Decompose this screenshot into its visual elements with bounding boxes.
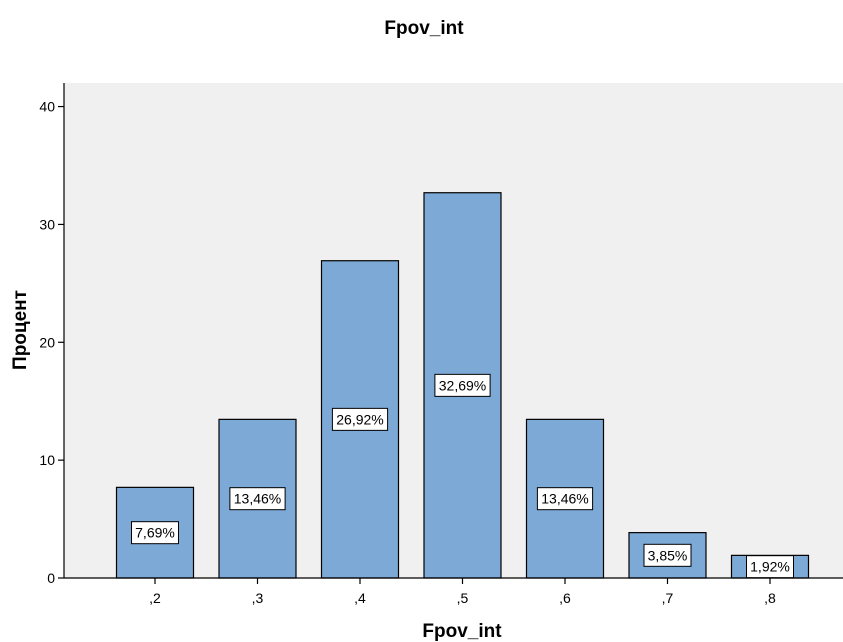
x-tick-label: ,5 — [457, 590, 469, 606]
data-label-box — [643, 543, 692, 567]
data-label-box — [434, 373, 491, 397]
data-label-box — [229, 487, 286, 511]
data-label: 7,69% — [135, 525, 175, 541]
y-tick-label: 10 — [39, 452, 55, 468]
data-label: 13,46% — [541, 491, 588, 507]
data-label-box — [331, 407, 389, 431]
x-tick-label: ,7 — [662, 590, 674, 606]
x-tick-label: ,3 — [252, 590, 264, 606]
data-labels: 7,69% 13,46% 26,92% 32,69% 13,46% 3,85% 1,92% — [131, 373, 794, 579]
y-axis-ticks: 0 10 20 30 40 — [39, 99, 64, 586]
x-tick-label: ,4 — [354, 590, 366, 606]
data-label: 1,92% — [750, 559, 790, 575]
data-label: 3,85% — [648, 547, 688, 563]
y-tick-label: 40 — [39, 99, 55, 115]
data-label: 13,46% — [234, 491, 281, 507]
data-label: 32,69% — [439, 377, 486, 393]
y-axis-label: Процент — [10, 290, 31, 370]
chart-title: Fpov_int — [384, 18, 464, 39]
y-tick-label: 0 — [47, 570, 55, 586]
data-label: 26,92% — [336, 411, 383, 427]
x-tick-label: ,2 — [149, 590, 161, 606]
y-tick-label: 30 — [39, 216, 55, 232]
y-tick-label: 20 — [39, 334, 55, 350]
data-label-box — [131, 521, 179, 545]
x-tick-label: ,8 — [764, 590, 776, 606]
data-label-box — [536, 487, 594, 511]
x-axis-label: Fpov_int — [422, 621, 502, 642]
x-tick-label: ,6 — [559, 590, 571, 606]
x-axis-ticks: ,2 ,3 ,4 ,5 ,6 ,7 ,8 — [149, 578, 776, 606]
